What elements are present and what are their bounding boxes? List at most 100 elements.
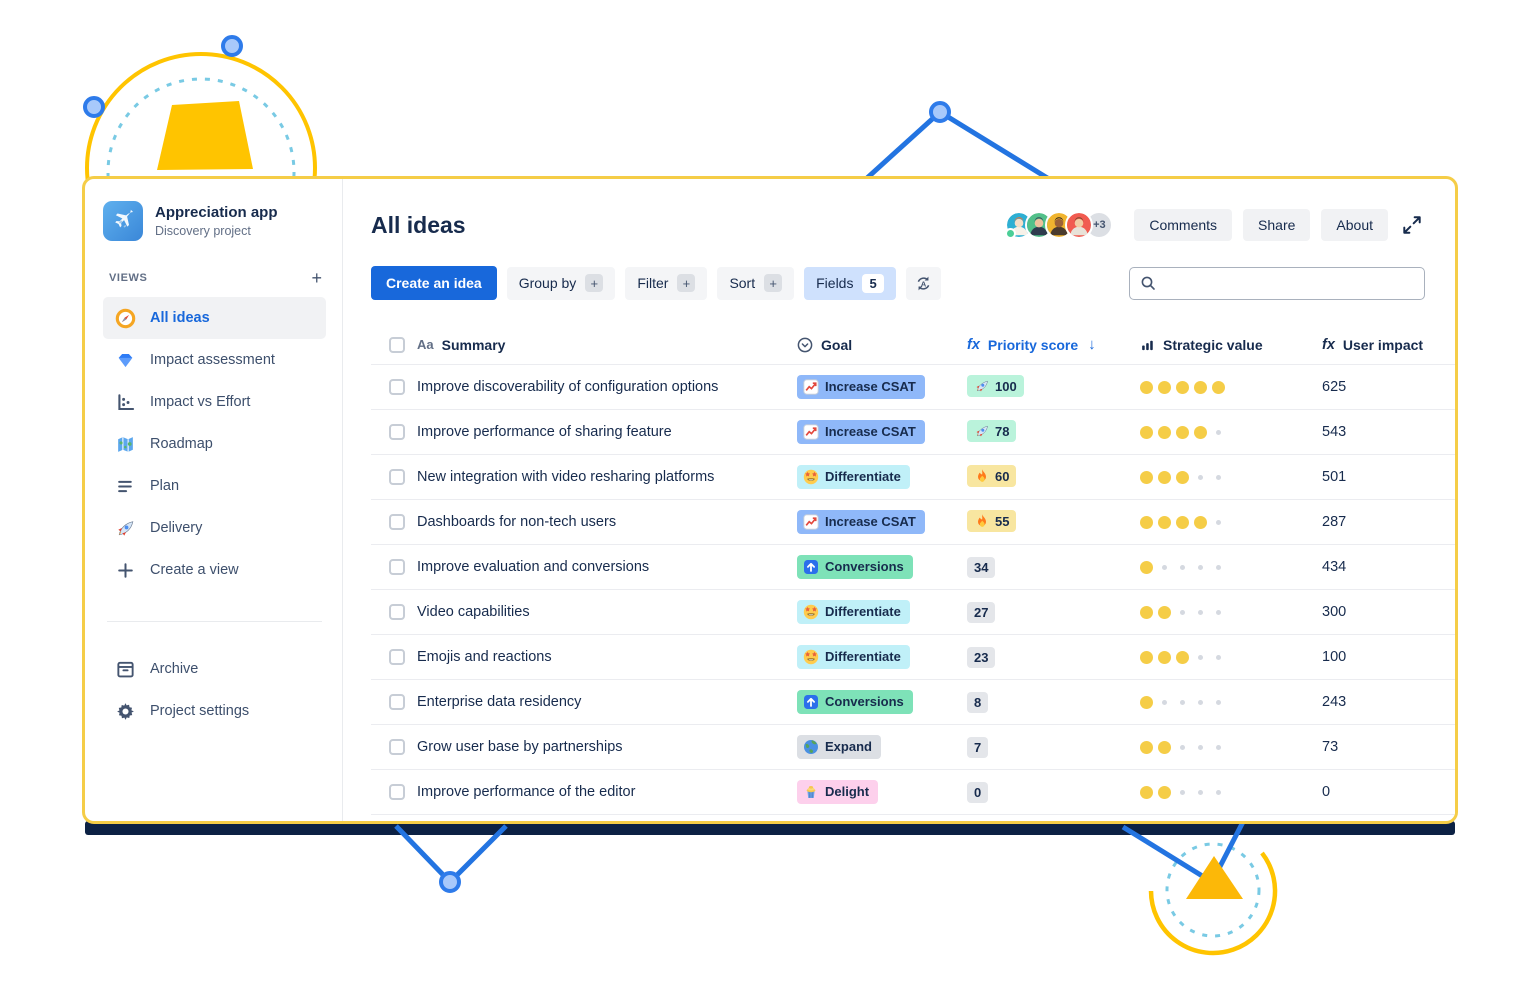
column-header-priority-score[interactable]: fx Priority score ↓ xyxy=(967,336,1096,353)
table-row[interactable]: Improve evaluation and conversions Conve… xyxy=(371,545,1455,590)
row-checkbox[interactable] xyxy=(389,604,405,620)
fields-button[interactable]: Fields 5 xyxy=(804,266,896,300)
table-row[interactable]: Improve performance of sharing feature I… xyxy=(371,410,1455,455)
search-box[interactable] xyxy=(1129,266,1425,300)
group-by-button[interactable]: Group by + xyxy=(506,266,616,300)
create-idea-button[interactable]: Create an idea xyxy=(371,266,497,300)
column-header-summary[interactable]: Aa Summary xyxy=(417,336,506,353)
avatar-stack[interactable]: +3 xyxy=(1005,211,1114,239)
table-row[interactable]: Video capabilities Differentiate 27 300 xyxy=(371,590,1455,635)
plus-icon: + xyxy=(764,274,783,292)
priority-score-badge: 60 xyxy=(967,465,1017,487)
column-header-user-impact[interactable]: fx User impact xyxy=(1322,336,1424,353)
goal-badge[interactable]: Differentiate xyxy=(797,644,910,669)
idea-summary[interactable]: Improve discoverability of configuration… xyxy=(417,379,719,395)
cupcake-icon xyxy=(803,784,819,800)
sidebar-item-impact-vs-effort[interactable]: Impact vs Effort xyxy=(103,381,326,423)
table-row[interactable]: Emojis and reactions Differentiate 23 10… xyxy=(371,635,1455,680)
share-button[interactable]: Share xyxy=(1243,209,1311,241)
sort-descending-icon: ↓ xyxy=(1088,336,1096,353)
table-row[interactable]: New integration with video resharing pla… xyxy=(371,455,1455,500)
table-body: Improve discoverability of configuration… xyxy=(371,365,1455,815)
goal-badge[interactable]: Differentiate xyxy=(797,599,910,624)
row-checkbox[interactable] xyxy=(389,649,405,665)
row-checkbox[interactable] xyxy=(389,739,405,755)
sidebar-item-archive[interactable]: Archive xyxy=(103,648,326,690)
idea-summary[interactable]: Video capabilities xyxy=(417,604,530,620)
goal-badge[interactable]: Increase CSAT xyxy=(797,509,925,534)
row-checkbox[interactable] xyxy=(389,559,405,575)
strategic-value-rating[interactable] xyxy=(1140,470,1322,484)
goal-badge[interactable]: Delight xyxy=(797,779,879,804)
idea-summary[interactable]: Improve performance of sharing feature xyxy=(417,424,672,440)
strategic-value-rating[interactable] xyxy=(1140,380,1322,394)
row-checkbox[interactable] xyxy=(389,514,405,530)
strategic-value-rating[interactable] xyxy=(1140,650,1322,664)
table-row[interactable]: Improve performance of the editor Deligh… xyxy=(371,770,1455,815)
idea-summary[interactable]: New integration with video resharing pla… xyxy=(417,469,715,485)
sort-direction-button[interactable]: A xyxy=(905,266,941,300)
sidebar-item-impact-assessment[interactable]: Impact assessment xyxy=(103,339,326,381)
project-header[interactable]: Appreciation app Discovery project xyxy=(103,201,326,241)
align-lines-icon xyxy=(115,476,136,497)
table-row[interactable]: Grow user base by partnerships Expand 7 … xyxy=(371,725,1455,770)
column-header-goal[interactable]: Goal xyxy=(797,337,967,353)
strategic-value-rating[interactable] xyxy=(1140,785,1322,799)
goal-badge[interactable]: Differentiate xyxy=(797,464,910,489)
decoration-dashed-circle-bottom xyxy=(1165,842,1261,938)
rating-dot-filled xyxy=(1158,425,1171,439)
comments-button[interactable]: Comments xyxy=(1134,209,1233,241)
table-row[interactable]: Dashboards for non-tech users Increase C… xyxy=(371,500,1455,545)
row-checkbox[interactable] xyxy=(389,424,405,440)
expand-view-button[interactable] xyxy=(1399,212,1425,238)
user-impact-value: 0 xyxy=(1322,784,1331,800)
strategic-value-rating[interactable] xyxy=(1140,560,1322,574)
select-all-checkbox[interactable] xyxy=(389,336,405,353)
sidebar-item-create-a-view[interactable]: Create a view xyxy=(103,549,326,591)
search-input[interactable] xyxy=(1164,275,1414,291)
sidebar-item-project-settings[interactable]: Project settings xyxy=(103,690,326,732)
strategic-value-rating[interactable] xyxy=(1140,515,1322,529)
idea-summary[interactable]: Grow user base by partnerships xyxy=(417,739,623,755)
gear-icon xyxy=(115,701,136,722)
row-checkbox[interactable] xyxy=(389,784,405,800)
rocket-icon xyxy=(974,423,990,439)
goal-badge[interactable]: Conversions xyxy=(797,554,913,579)
idea-summary[interactable]: Improve evaluation and conversions xyxy=(417,559,650,575)
filter-button[interactable]: Filter + xyxy=(625,266,708,300)
row-checkbox[interactable] xyxy=(389,694,405,710)
sidebar-item-roadmap[interactable]: Roadmap xyxy=(103,423,326,465)
priority-score-badge: 55 xyxy=(967,510,1017,532)
rating-dot-empty xyxy=(1180,789,1185,795)
idea-summary[interactable]: Emojis and reactions xyxy=(417,649,552,665)
sidebar-item-plan[interactable]: Plan xyxy=(103,465,326,507)
row-checkbox[interactable] xyxy=(389,469,405,485)
avatar[interactable] xyxy=(1065,211,1094,239)
table-row[interactable]: Enterprise data residency Conversions 8 … xyxy=(371,680,1455,725)
about-button[interactable]: About xyxy=(1321,209,1388,241)
strategic-value-rating[interactable] xyxy=(1140,695,1322,709)
table-row[interactable]: Improve discoverability of configuration… xyxy=(371,365,1455,410)
goal-badge[interactable]: Increase CSAT xyxy=(797,374,925,399)
add-view-icon[interactable]: + xyxy=(311,268,322,288)
rating-dot-empty xyxy=(1216,789,1221,795)
column-header-strategic-value[interactable]: Strategic value xyxy=(1140,337,1322,353)
goal-badge[interactable]: Conversions xyxy=(797,689,913,714)
rating-dot-filled xyxy=(1158,470,1171,484)
sidebar-item-delivery[interactable]: Delivery xyxy=(103,507,326,549)
diamond-icon xyxy=(115,350,136,371)
idea-summary[interactable]: Dashboards for non-tech users xyxy=(417,514,617,530)
goal-badge[interactable]: Increase CSAT xyxy=(797,419,925,444)
idea-summary[interactable]: Enterprise data residency xyxy=(417,694,582,710)
row-checkbox[interactable] xyxy=(389,379,405,395)
sidebar-item-all-ideas[interactable]: All ideas xyxy=(103,297,326,339)
rating-dot-filled xyxy=(1194,515,1207,529)
goal-badge[interactable]: Expand xyxy=(797,734,881,759)
strategic-value-rating[interactable] xyxy=(1140,605,1322,619)
strategic-value-rating[interactable] xyxy=(1140,425,1322,439)
project-title-block: Appreciation app Discovery project xyxy=(155,204,278,239)
strategic-value-rating[interactable] xyxy=(1140,740,1322,754)
sort-button[interactable]: Sort + xyxy=(717,266,795,300)
user-impact-value: 501 xyxy=(1322,469,1347,485)
idea-summary[interactable]: Improve performance of the editor xyxy=(417,784,636,800)
